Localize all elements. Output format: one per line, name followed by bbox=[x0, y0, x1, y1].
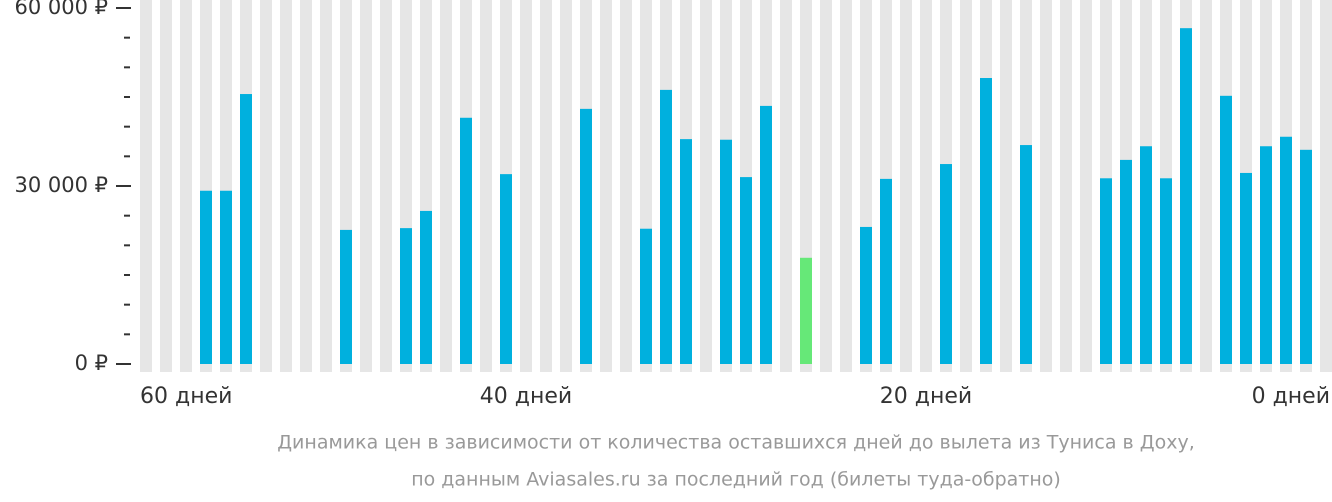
bar bbox=[240, 94, 252, 365]
column-background bbox=[440, 0, 452, 372]
bar bbox=[1160, 178, 1172, 364]
column-background bbox=[1040, 0, 1052, 372]
bar bbox=[220, 190, 232, 364]
bar bbox=[1240, 172, 1252, 364]
bar bbox=[1100, 178, 1112, 364]
column-background bbox=[700, 0, 712, 372]
bar bbox=[760, 105, 772, 365]
y-tick-label: 60 000 ₽ bbox=[14, 0, 108, 19]
bar bbox=[1220, 95, 1232, 365]
bar bbox=[680, 139, 692, 364]
y-tick-label: 30 000 ₽ bbox=[14, 173, 108, 197]
bar bbox=[800, 257, 812, 364]
column-background bbox=[960, 0, 972, 372]
column-background bbox=[900, 0, 912, 372]
column-background bbox=[380, 0, 392, 372]
bar bbox=[980, 78, 992, 364]
column-background bbox=[1060, 0, 1072, 372]
column-background bbox=[1080, 0, 1092, 372]
column-background bbox=[1200, 0, 1212, 372]
bar bbox=[1020, 145, 1032, 364]
bar bbox=[200, 190, 212, 364]
column-background bbox=[560, 0, 572, 372]
bar bbox=[340, 229, 352, 364]
bar bbox=[500, 174, 512, 364]
column-background bbox=[300, 0, 312, 372]
column-background bbox=[260, 0, 272, 372]
bar bbox=[1120, 159, 1132, 364]
column-background bbox=[520, 0, 532, 372]
column-background bbox=[360, 0, 372, 372]
bar bbox=[660, 89, 672, 364]
column-background bbox=[600, 0, 612, 372]
bar bbox=[880, 178, 892, 364]
column-background bbox=[1000, 0, 1012, 372]
bar bbox=[1180, 28, 1192, 364]
caption-line: по данным Aviasales.ru за последний год … bbox=[411, 469, 1061, 491]
bar bbox=[420, 210, 432, 364]
bar bbox=[1300, 149, 1312, 364]
bar bbox=[1280, 136, 1292, 364]
bar bbox=[940, 164, 952, 364]
column-background bbox=[480, 0, 492, 372]
bar bbox=[640, 228, 652, 364]
bar bbox=[1140, 146, 1152, 364]
column-background bbox=[1320, 0, 1332, 372]
column-background bbox=[320, 0, 332, 372]
column-background bbox=[280, 0, 292, 372]
x-tick-label: 40 дней bbox=[480, 384, 572, 409]
bar bbox=[720, 139, 732, 364]
y-tick-label: 0 ₽ bbox=[75, 351, 108, 375]
column-background bbox=[780, 0, 792, 372]
bar bbox=[860, 226, 872, 364]
x-tick-label: 60 дней bbox=[140, 384, 232, 409]
caption-line: Динамика цен в зависимости от количества… bbox=[277, 432, 1195, 454]
bar bbox=[1260, 146, 1272, 364]
column-background bbox=[840, 0, 852, 372]
column-background bbox=[140, 0, 152, 372]
bar bbox=[460, 117, 472, 365]
bar bbox=[580, 108, 592, 364]
x-tick-label: 0 дней bbox=[1252, 384, 1330, 409]
column-background bbox=[540, 0, 552, 372]
bar bbox=[740, 177, 752, 364]
x-tick-label: 20 дней bbox=[880, 384, 972, 409]
column-background bbox=[920, 0, 932, 372]
column-background bbox=[820, 0, 832, 372]
bar bbox=[400, 228, 412, 364]
column-background bbox=[620, 0, 632, 372]
column-background bbox=[160, 0, 172, 372]
column-background bbox=[180, 0, 192, 372]
